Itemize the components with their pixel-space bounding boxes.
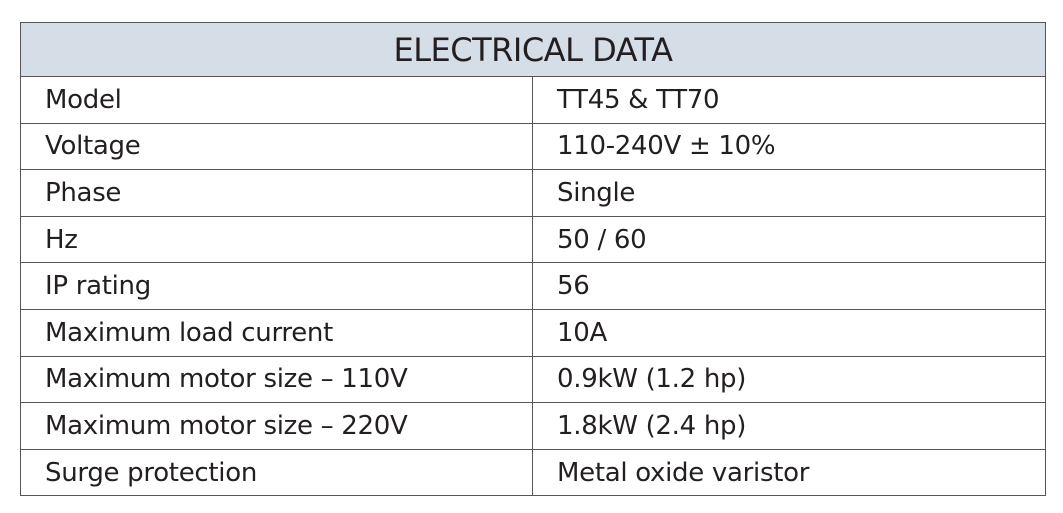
label-cell: Maximum motor size – 110V xyxy=(20,355,533,404)
table-row: Maximum motor size – 110V 0.9kW (1.2 hp) xyxy=(20,355,1046,404)
label-cell: Maximum motor size – 220V xyxy=(20,402,533,450)
value-cell: 56 xyxy=(532,262,1046,310)
value-cell: Metal oxide varistor xyxy=(532,448,1046,497)
label-cell: Model xyxy=(20,76,533,124)
table-row: Surge protection Metal oxide varistor xyxy=(20,448,1046,497)
label-cell: IP rating xyxy=(20,262,533,310)
table-row: Voltage 110-240V ± 10% xyxy=(20,122,1046,171)
value-cell: 10A xyxy=(532,308,1046,357)
value-cell: 110-240V ± 10% xyxy=(532,122,1046,171)
value-cell: 1.8kW (2.4 hp) xyxy=(532,402,1046,450)
label-cell: Voltage xyxy=(20,122,533,171)
value-cell: 0.9kW (1.2 hp) xyxy=(532,355,1046,404)
header-row: ELECTRICAL DATA xyxy=(20,22,1046,77)
label-cell: Surge protection xyxy=(20,448,533,497)
value-cell: 50 / 60 xyxy=(532,215,1046,264)
table-row: Maximum motor size – 220V 1.8kW (2.4 hp) xyxy=(20,402,1046,450)
label-cell: Hz xyxy=(20,215,533,264)
table-row: IP rating 56 xyxy=(20,262,1046,310)
table-row: Maximum load current 10A xyxy=(20,308,1046,357)
label-cell: Phase xyxy=(20,169,533,217)
electrical-data-table: ELECTRICAL DATA Model TT45 & TT70 Voltage 1… xyxy=(20,22,1046,497)
label-cell: Maximum load current xyxy=(20,308,533,357)
table-row: Phase Single xyxy=(20,169,1046,217)
value-cell: TT45 & TT70 xyxy=(532,76,1046,124)
table-row: Hz 50 / 60 xyxy=(20,215,1046,264)
table-body: Model TT45 & TT70 Voltage 110-240V ± 10% Pha… xyxy=(20,76,1046,497)
table-title: ELECTRICAL DATA xyxy=(20,22,1046,77)
value-cell: Single xyxy=(532,169,1046,217)
table-row: Model TT45 & TT70 xyxy=(20,76,1046,124)
